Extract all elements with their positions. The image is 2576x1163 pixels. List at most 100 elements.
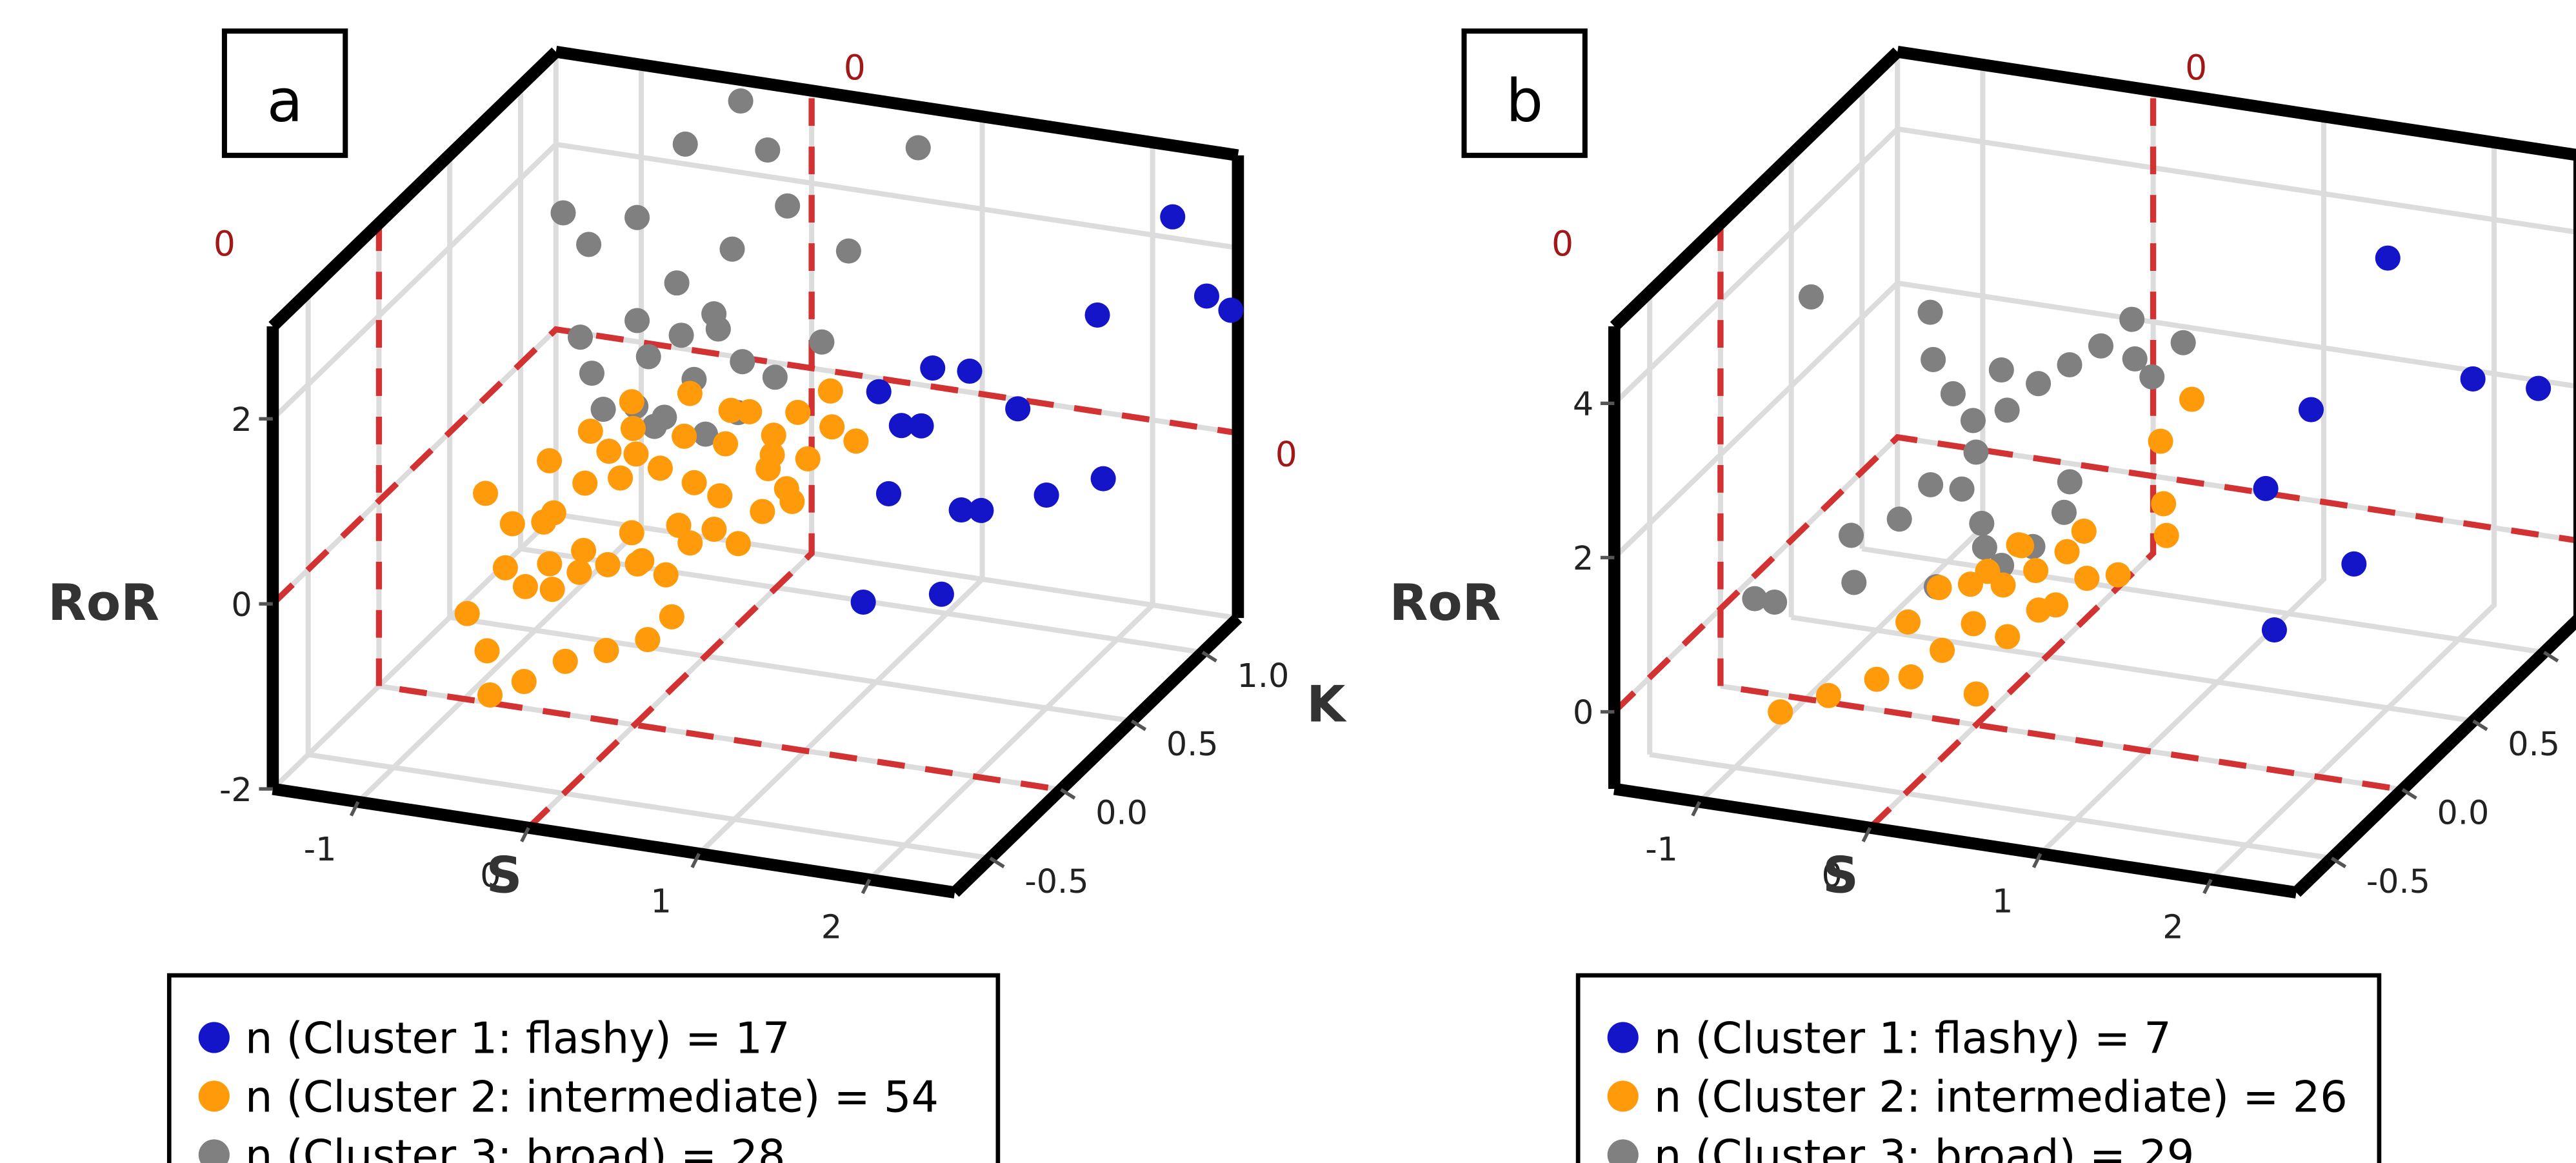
cluster-1-point: [1218, 297, 1244, 323]
cluster-3-point: [624, 204, 650, 230]
zero-line-s: [1868, 90, 2157, 830]
cluster-2-point: [677, 530, 703, 556]
cluster-2-point: [541, 500, 566, 526]
cluster-3-point: [728, 88, 754, 114]
cluster-3-point: [1886, 506, 1912, 532]
cluster-2-point: [629, 548, 655, 573]
grid-line: [1649, 751, 2332, 861]
cluster-1-point: [2298, 397, 2324, 422]
panel-label-box: [1461, 28, 1588, 158]
s-tick-label: -1: [1645, 830, 1678, 868]
cluster-3-point: [1963, 439, 1989, 465]
cluster-2-point: [1815, 682, 1841, 708]
grid-line: [449, 615, 1132, 724]
legend: n (Cluster 1: flashy) = 7 n (Cluster 2: i…: [1575, 973, 2382, 1163]
y-tick-mark: [2472, 719, 2488, 731]
cluster-2-point: [2151, 491, 2177, 517]
tick-labels: -1 0 1 2 -0.50.0 0.5 1.0 -2 0 2: [219, 401, 1289, 946]
zero-line-k: [1717, 223, 2403, 793]
s-tick-label: 1: [651, 882, 672, 920]
k-axis-title: K: [1306, 676, 1347, 734]
cluster-3-point: [664, 270, 690, 296]
cluster-3-point: [719, 236, 745, 262]
cluster-1-point: [928, 581, 954, 607]
cluster-3-point: [755, 137, 781, 163]
cluster-3-point: [2088, 333, 2114, 359]
cluster-2-point: [537, 551, 563, 577]
legend-entry: n (Cluster 2: intermediate) = 54: [245, 1072, 939, 1122]
cluster-2-point: [2009, 533, 2035, 559]
box-edge: [950, 613, 1243, 897]
cluster-2-point: [718, 397, 744, 423]
cluster-3-point: [1798, 284, 1824, 310]
cluster-2-point: [566, 559, 592, 585]
x-tick-mark: [861, 879, 872, 895]
cluster-2-point: [819, 414, 845, 440]
legend-entry: n (Cluster 2: intermediate) = 26: [1654, 1072, 2348, 1122]
cluster-1-point: [2375, 245, 2401, 271]
cluster-2-point: [725, 531, 751, 557]
cluster-2-point: [511, 669, 537, 695]
cluster-3-point: [1988, 357, 2014, 383]
cluster-2-point: [2043, 592, 2069, 618]
cluster-2-point: [785, 399, 811, 425]
cluster-2-point: [713, 431, 739, 457]
legend-marker-cluster-1: [198, 1022, 230, 1053]
data-points: [454, 88, 1244, 708]
cluster-2-point: [2179, 386, 2205, 412]
box-edge: [555, 46, 1239, 162]
cluster-1-point: [1193, 283, 1219, 309]
cluster-3-point: [1841, 570, 1867, 595]
cluster-1-point: [1084, 302, 1110, 328]
legend-entry: n (Cluster 3: broad) = 28: [245, 1131, 785, 1163]
cluster-1-point: [1005, 396, 1031, 422]
cluster-2-point: [619, 520, 644, 546]
cluster-3-point: [705, 316, 731, 342]
cluster-3-point: [672, 131, 698, 157]
x-tick-mark: [2032, 853, 2042, 869]
grid-line: [1791, 615, 2474, 724]
k-tick-label: 0.5: [1166, 725, 1219, 763]
cluster-2-point: [653, 562, 679, 588]
zero-line-ror: [1612, 433, 2576, 714]
y-tick-mark: [1130, 719, 1147, 731]
cluster-1-point: [1090, 466, 1116, 492]
cluster-3-point: [2057, 352, 2082, 378]
x-tick-mark: [349, 800, 360, 817]
zero-reference-label: 0: [844, 47, 866, 88]
cluster-1-point: [2526, 375, 2551, 401]
cluster-2-point: [2148, 428, 2173, 454]
cluster-2-point: [2105, 562, 2131, 588]
panel-label: a: [267, 67, 303, 135]
cluster-2-point: [499, 511, 525, 537]
cluster-2-point: [594, 637, 619, 663]
cluster-1-point: [957, 358, 983, 384]
box-edge: [268, 47, 561, 331]
grid-line: [2209, 142, 2497, 882]
zero-reference-label: 0: [214, 223, 235, 264]
grid-line: [2039, 116, 2327, 856]
s-tick-label: -1: [304, 830, 337, 868]
box-frame: [1608, 46, 2576, 899]
box-edge: [1613, 782, 2297, 899]
cluster-3-point: [809, 329, 835, 355]
cluster-1-point: [850, 589, 876, 615]
cluster-3-point: [1994, 397, 2020, 423]
cluster-2-point: [623, 441, 649, 467]
y-tick-mark: [2330, 857, 2347, 869]
cluster-2-point: [774, 476, 799, 502]
cluster-2-point: [1961, 611, 1986, 637]
cluster-2-point: [843, 428, 869, 454]
cluster-3-point: [1917, 299, 1943, 325]
cluster-3-point: [652, 404, 677, 430]
cluster-1-point: [888, 413, 914, 439]
cluster-1-point: [920, 355, 946, 381]
cluster-2-point: [1926, 575, 1952, 601]
y-tick-mark: [2543, 651, 2559, 662]
cluster-3-point: [762, 364, 788, 390]
x-tick-mark: [520, 827, 530, 842]
cluster-1-point: [2460, 366, 2486, 392]
cluster-2-point: [755, 456, 781, 482]
cluster-2-point: [1957, 572, 1983, 597]
cluster-2-point: [596, 439, 622, 464]
